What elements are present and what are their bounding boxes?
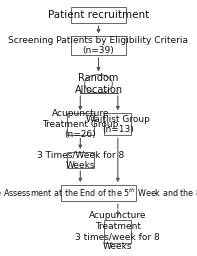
Ellipse shape [85,74,112,93]
FancyBboxPatch shape [67,152,94,168]
Text: 3 Times/Week for 8
Weeks: 3 Times/Week for 8 Weeks [37,150,124,170]
FancyBboxPatch shape [104,113,131,135]
FancyBboxPatch shape [104,220,131,243]
FancyBboxPatch shape [71,7,126,23]
Text: Acupuncture
Treatment Group
(n=26): Acupuncture Treatment Group (n=26) [42,110,119,139]
Text: Waitlist Group
(n=13): Waitlist Group (n=13) [86,115,150,134]
Text: Random
Allocation: Random Allocation [74,73,123,94]
Text: Screening Patients by Eligibility Criteria
(n=39): Screening Patients by Eligibility Criter… [8,36,189,55]
FancyBboxPatch shape [71,36,126,55]
FancyBboxPatch shape [61,185,136,201]
Text: Outcome Assessment at the End of the 5$^{th}$ Week and the 8$^{th}$ Week: Outcome Assessment at the End of the 5$^… [0,187,197,199]
Text: Patient recruitment: Patient recruitment [48,10,149,20]
Text: Acupuncture
Treatment
3 times/week for 8
Weeks: Acupuncture Treatment 3 times/week for 8… [75,211,160,251]
FancyBboxPatch shape [67,113,94,135]
